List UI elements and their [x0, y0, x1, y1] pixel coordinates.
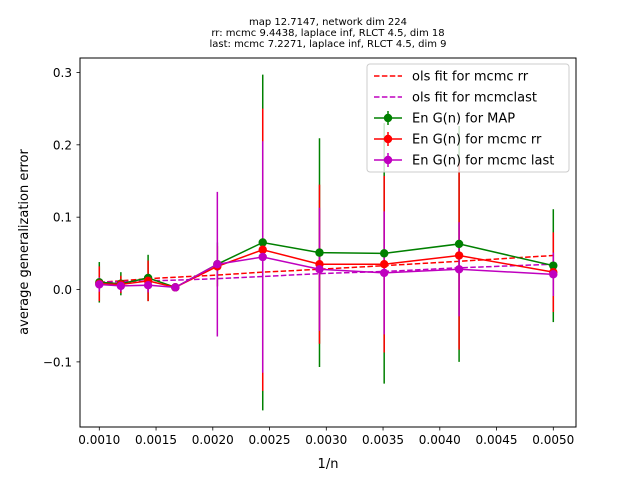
data-point	[315, 248, 324, 257]
series-line	[99, 248, 554, 289]
legend-entry: ols fit for mcmc rr	[412, 70, 529, 85]
x-tick-label: 0.0015	[135, 433, 177, 447]
data-point	[315, 265, 324, 274]
data-point	[454, 239, 464, 249]
legend-swatch-marker	[383, 113, 393, 123]
x-tick-label: 0.0025	[249, 433, 291, 447]
series-line	[99, 241, 554, 289]
y-axis: −0.1 0.0 0.1 0.2 0.3	[43, 66, 80, 369]
y-tick-label: 0.0	[53, 283, 72, 297]
x-axis: 0.0010 0.0015 0.0020 0.0025 0.0030 0.0035 0.00…	[78, 427, 574, 447]
series-line	[99, 256, 554, 289]
title-line: map 12.7147, network dim 224	[249, 17, 407, 28]
data-point	[171, 283, 180, 292]
y-tick-label: 0.3	[53, 66, 72, 80]
y-tick-label: −0.1	[43, 355, 72, 369]
legend-entry: En G(n) for mcmc last	[412, 154, 554, 169]
y-axis-label: average generalization error	[17, 149, 32, 335]
series-line-ols	[99, 254, 554, 284]
y-tick-label: 0.1	[53, 211, 72, 225]
data-point	[454, 251, 464, 260]
data-point	[549, 261, 558, 270]
data-point	[143, 280, 153, 290]
data-point	[454, 265, 464, 274]
legend-swatch-marker	[383, 155, 393, 165]
x-tick-label: 0.0030	[305, 433, 347, 447]
data-point	[258, 245, 267, 254]
plot-frame	[79, 57, 577, 428]
x-tick-label: 0.0045	[476, 433, 518, 447]
data-point	[379, 249, 389, 258]
data-point	[258, 252, 267, 262]
legend-entry: En G(n) for mcmc rr	[412, 133, 542, 148]
title-line: last: mcmc 7.2271, laplace inf, RLCT 4.5…	[209, 39, 446, 50]
data-point	[379, 268, 389, 278]
x-tick-label: 0.0035	[362, 433, 404, 447]
legend-swatch-marker	[383, 134, 393, 144]
x-tick-label: 0.0020	[192, 433, 234, 447]
data-point	[258, 238, 267, 247]
data-point	[116, 281, 126, 291]
data-point	[95, 280, 104, 289]
x-tick-label: 0.0010	[78, 433, 120, 447]
title-line: rr: mcmc 9.4438, laplace inf, RLCT 4.5, …	[211, 28, 444, 39]
data-point	[213, 260, 222, 269]
x-tick-label: 0.0040	[419, 433, 461, 447]
x-tick-label: 0.0050	[532, 433, 574, 447]
data-point	[549, 270, 558, 279]
data-point	[379, 260, 389, 269]
legend-entry: En G(n) for MAP	[412, 112, 515, 127]
y-tick-label: 0.2	[53, 138, 72, 152]
legend: ols fit for mcmc rr ols fit for mcmclast E…	[366, 63, 570, 173]
legend-box	[366, 63, 570, 173]
legend-entry: ols fit for mcmclast	[412, 91, 537, 106]
x-axis-label: 1/n	[318, 457, 339, 472]
